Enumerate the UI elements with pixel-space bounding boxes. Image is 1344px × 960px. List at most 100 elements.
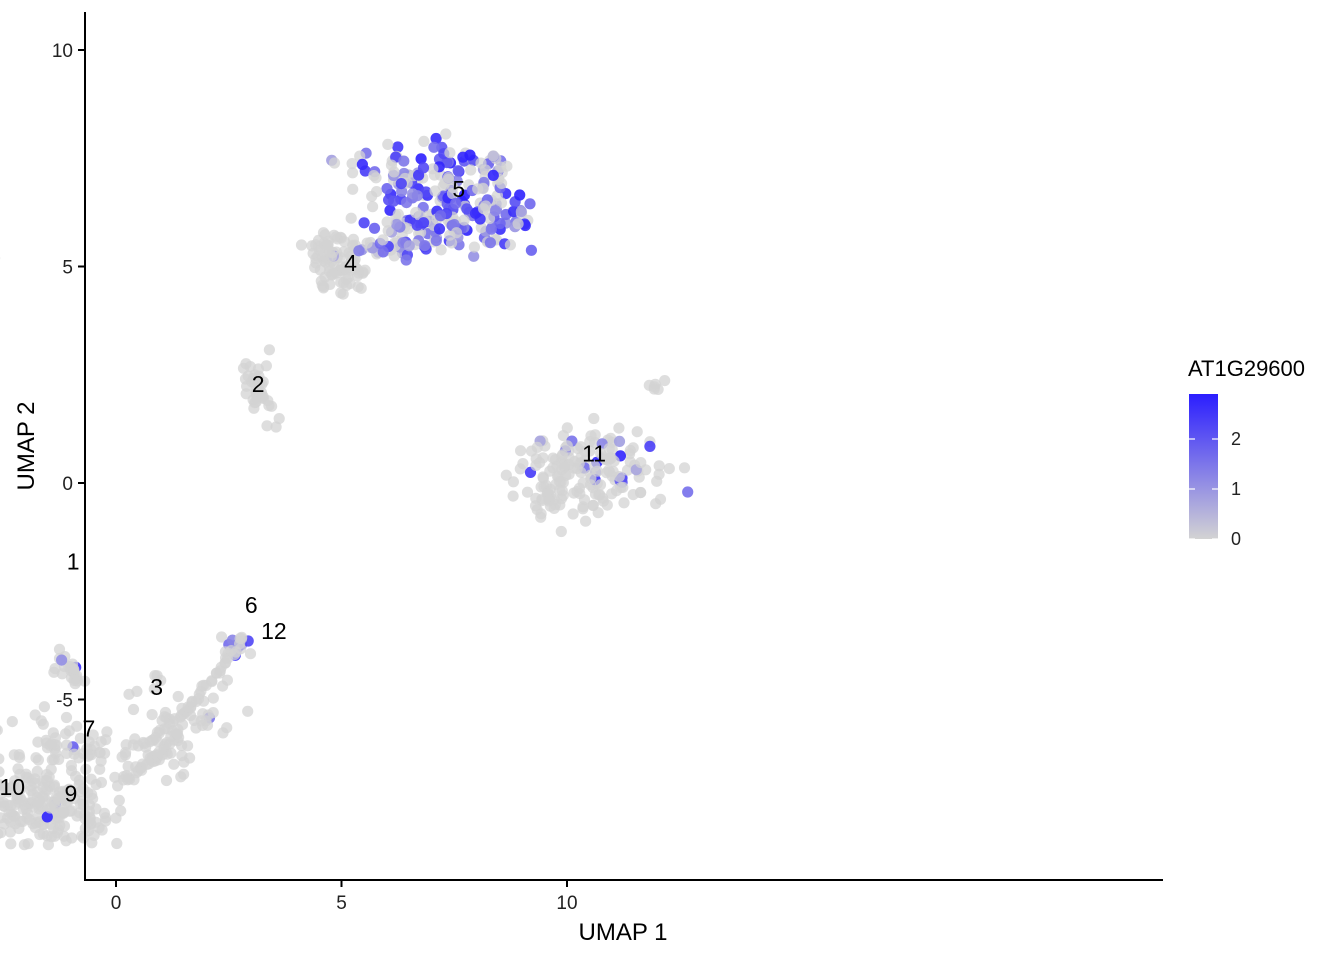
legend-tick-label: 1: [1231, 479, 1241, 499]
data-point: [567, 508, 579, 520]
data-point: [585, 472, 597, 485]
data-point: [6, 716, 18, 728]
data-point: [368, 170, 380, 182]
data-point: [111, 837, 123, 850]
data-point: [415, 153, 427, 165]
data-point: [37, 790, 49, 802]
data-point: [236, 631, 248, 643]
legend-title: AT1G29600: [1188, 356, 1305, 381]
data-point: [310, 239, 322, 251]
data-point: [433, 223, 446, 235]
data-point: [87, 793, 99, 805]
data-point: [428, 141, 440, 153]
data-point: [368, 222, 381, 234]
data-point: [621, 464, 634, 476]
color-legend: AT1G29600 0 1 2: [1188, 356, 1305, 549]
data-point: [495, 197, 508, 209]
legend-color-bar: [1189, 394, 1218, 539]
data-point: [487, 169, 499, 181]
data-point: [382, 138, 394, 150]
data-point: [337, 288, 349, 300]
data-point: [261, 420, 273, 432]
cluster-label: 4: [344, 250, 357, 276]
data-point: [216, 631, 228, 643]
data-point: [328, 157, 341, 169]
data-point: [464, 149, 476, 161]
data-point: [244, 648, 257, 660]
data-point: [207, 707, 219, 719]
data-point: [556, 450, 568, 462]
data-point: [391, 218, 403, 231]
data-point: [521, 486, 534, 498]
data-point: [5, 816, 17, 828]
data-point: [55, 791, 67, 803]
data-point: [60, 728, 72, 740]
y-tick-label: 0: [62, 474, 73, 495]
data-point: [605, 432, 617, 444]
data-point: [4, 826, 17, 838]
data-point: [395, 178, 407, 190]
cluster-label: 3: [150, 674, 163, 700]
data-point: [468, 241, 480, 253]
data-point: [535, 508, 547, 520]
data-point: [367, 201, 379, 213]
data-point: [452, 165, 464, 177]
data-point: [575, 441, 587, 453]
data-point: [14, 768, 26, 781]
cluster-label: 1: [67, 549, 80, 575]
data-point: [388, 166, 400, 178]
data-point: [221, 722, 233, 734]
data-point: [561, 440, 573, 452]
data-point: [593, 489, 605, 501]
data-point: [58, 806, 70, 818]
data-point: [74, 786, 86, 798]
x-tick-label: 5: [336, 893, 347, 914]
data-point: [663, 463, 675, 475]
data-point: [531, 441, 543, 453]
data-point: [155, 674, 167, 687]
data-point: [46, 738, 58, 750]
y-tick-label: -5: [56, 691, 73, 712]
data-point: [119, 749, 131, 761]
data-point: [529, 500, 542, 512]
data-point: [653, 468, 665, 480]
data-point: [682, 486, 694, 498]
data-point: [71, 810, 83, 822]
data-point: [411, 219, 423, 231]
data-point: [252, 383, 264, 395]
data-point: [127, 739, 139, 751]
data-point: [544, 465, 556, 477]
data-point: [0, 780, 3, 791]
data-point: [650, 498, 662, 510]
data-point: [53, 643, 66, 655]
data-point: [398, 155, 410, 167]
data-point: [450, 227, 463, 239]
data-point: [577, 501, 589, 513]
data-point: [477, 183, 489, 195]
data-point: [0, 826, 7, 839]
data-point: [131, 685, 143, 698]
data-point: [434, 210, 447, 222]
data-point: [550, 478, 562, 490]
data-point: [388, 195, 400, 207]
data-point: [127, 703, 140, 716]
y-axis-title: UMAP 2: [13, 402, 40, 491]
data-point: [176, 719, 189, 731]
data-point: [635, 457, 647, 469]
data-point: [74, 732, 86, 744]
data-point: [14, 792, 26, 804]
data-point: [678, 462, 691, 474]
data-point: [366, 190, 378, 202]
data-point: [606, 488, 618, 500]
data-point: [353, 245, 365, 257]
data-point: [635, 486, 647, 499]
y-tick-label: 10: [52, 41, 73, 62]
x-axis-title: UMAP 1: [579, 919, 668, 946]
cluster-label: 10: [0, 774, 25, 800]
data-point: [270, 421, 282, 433]
data-point: [113, 794, 125, 807]
data-point: [392, 141, 404, 153]
data-point: [403, 240, 415, 252]
data-point: [384, 204, 396, 216]
